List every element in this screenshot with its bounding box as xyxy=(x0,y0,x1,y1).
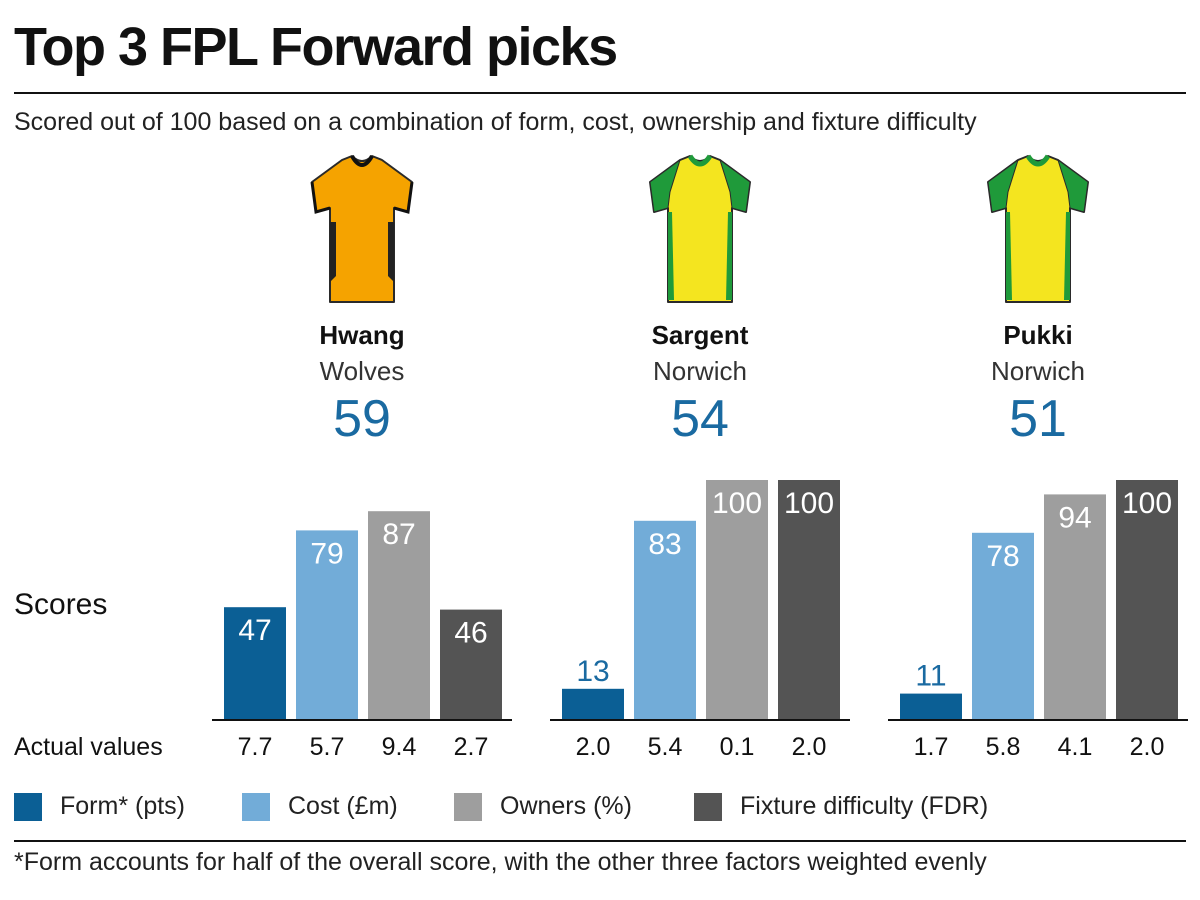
player-group-hwang: Hwang Wolves 59 47 7.7 79 5.7 87 9.4 46 2.7 xyxy=(212,154,512,761)
actual-value-label: 2.7 xyxy=(454,733,489,761)
footnote: *Form accounts for half of the overall s… xyxy=(14,848,987,876)
legend-item-cost: Cost (£m) xyxy=(242,792,398,821)
actual-values-row-label: Actual values xyxy=(14,733,163,761)
bar-value-label: 11 xyxy=(915,660,946,693)
bar-value-label: 46 xyxy=(454,617,487,650)
player-overall-score: 59 xyxy=(333,390,391,448)
owners-swatch-icon xyxy=(454,792,482,821)
actual-value-label: 5.8 xyxy=(986,733,1021,761)
player-team: Wolves xyxy=(320,356,405,386)
bar-value-label: 78 xyxy=(986,540,1019,573)
bar-fixture xyxy=(778,480,840,720)
actual-value-label: 0.1 xyxy=(720,733,755,761)
scores-row-label: Scores xyxy=(14,588,107,621)
bar-cost xyxy=(972,532,1034,720)
title-rule xyxy=(14,92,1186,94)
page-title: Top 3 FPL Forward picks xyxy=(14,17,618,77)
actual-value-label: 2.0 xyxy=(1130,733,1165,761)
legend-item-fixture: Fixture difficulty (FDR) xyxy=(694,792,988,821)
legend-label-form: Form* (pts) xyxy=(60,792,185,820)
legend-item-form: Form* (pts) xyxy=(14,792,185,821)
player-overall-score: 51 xyxy=(1009,390,1067,448)
player-name: Sargent xyxy=(652,320,749,350)
legend-label-owners: Owners (%) xyxy=(500,792,632,820)
player-group-pukki: Pukki Norwich 51 11 1.7 78 5.8 94 4.1 100 2.0 xyxy=(888,154,1188,761)
bar-value-label: 79 xyxy=(310,537,343,570)
player-group-sargent: Sargent Norwich 54 13 2.0 83 5.4 100 0.1 100 2.0 xyxy=(550,154,850,761)
bar-value-label: 13 xyxy=(576,655,609,688)
bar-value-label: 100 xyxy=(784,487,834,520)
wolves-shirt-icon xyxy=(310,154,414,303)
subtitle: Scored out of 100 based on a combination… xyxy=(14,108,977,136)
bar-form xyxy=(900,693,962,720)
norwich-shirt-icon xyxy=(987,154,1089,303)
footnote-rule xyxy=(14,840,1186,842)
player-name: Pukki xyxy=(1003,320,1072,350)
bar-owners xyxy=(368,511,430,720)
forward-picks-chart: Scores Actual values Hwang Wolves 59 47 7.7 7… xyxy=(14,154,1188,761)
actual-value-label: 7.7 xyxy=(238,733,273,761)
actual-value-label: 5.7 xyxy=(310,733,345,761)
legend-label-cost: Cost (£m) xyxy=(288,792,398,820)
player-overall-score: 54 xyxy=(671,390,729,448)
actual-value-label: 2.0 xyxy=(576,733,611,761)
legend-item-owners: Owners (%) xyxy=(454,792,632,821)
actual-value-label: 2.0 xyxy=(792,733,827,761)
actual-value-label: 9.4 xyxy=(382,733,417,761)
bar-cost xyxy=(296,530,358,720)
actual-value-label: 4.1 xyxy=(1058,733,1093,761)
actual-value-label: 5.4 xyxy=(648,733,683,761)
bar-owners xyxy=(1044,494,1106,720)
player-team: Norwich xyxy=(991,356,1085,386)
bar-value-label: 83 xyxy=(648,528,681,561)
bar-owners xyxy=(706,480,768,720)
bar-value-label: 94 xyxy=(1058,501,1091,534)
actual-value-label: 1.7 xyxy=(914,733,949,761)
bar-fixture xyxy=(440,609,502,720)
chart-legend: Form* (pts) Cost (£m) Owners (%) Fixture… xyxy=(14,792,1186,832)
bar-cost xyxy=(634,520,696,720)
bar-value-label: 100 xyxy=(1122,487,1172,520)
player-name: Hwang xyxy=(319,320,404,350)
bar-value-label: 100 xyxy=(712,487,762,520)
bar-form xyxy=(562,688,624,720)
fixture-swatch-icon xyxy=(694,792,722,821)
bar-value-label: 47 xyxy=(238,614,271,647)
bar-value-label: 87 xyxy=(382,518,415,551)
bar-fixture xyxy=(1116,480,1178,720)
legend-label-fixture: Fixture difficulty (FDR) xyxy=(740,792,989,820)
norwich-shirt-icon xyxy=(649,154,751,303)
player-team: Norwich xyxy=(653,356,747,386)
bar-form xyxy=(224,607,286,720)
form-swatch-icon xyxy=(14,792,42,821)
cost-swatch-icon xyxy=(242,792,270,821)
